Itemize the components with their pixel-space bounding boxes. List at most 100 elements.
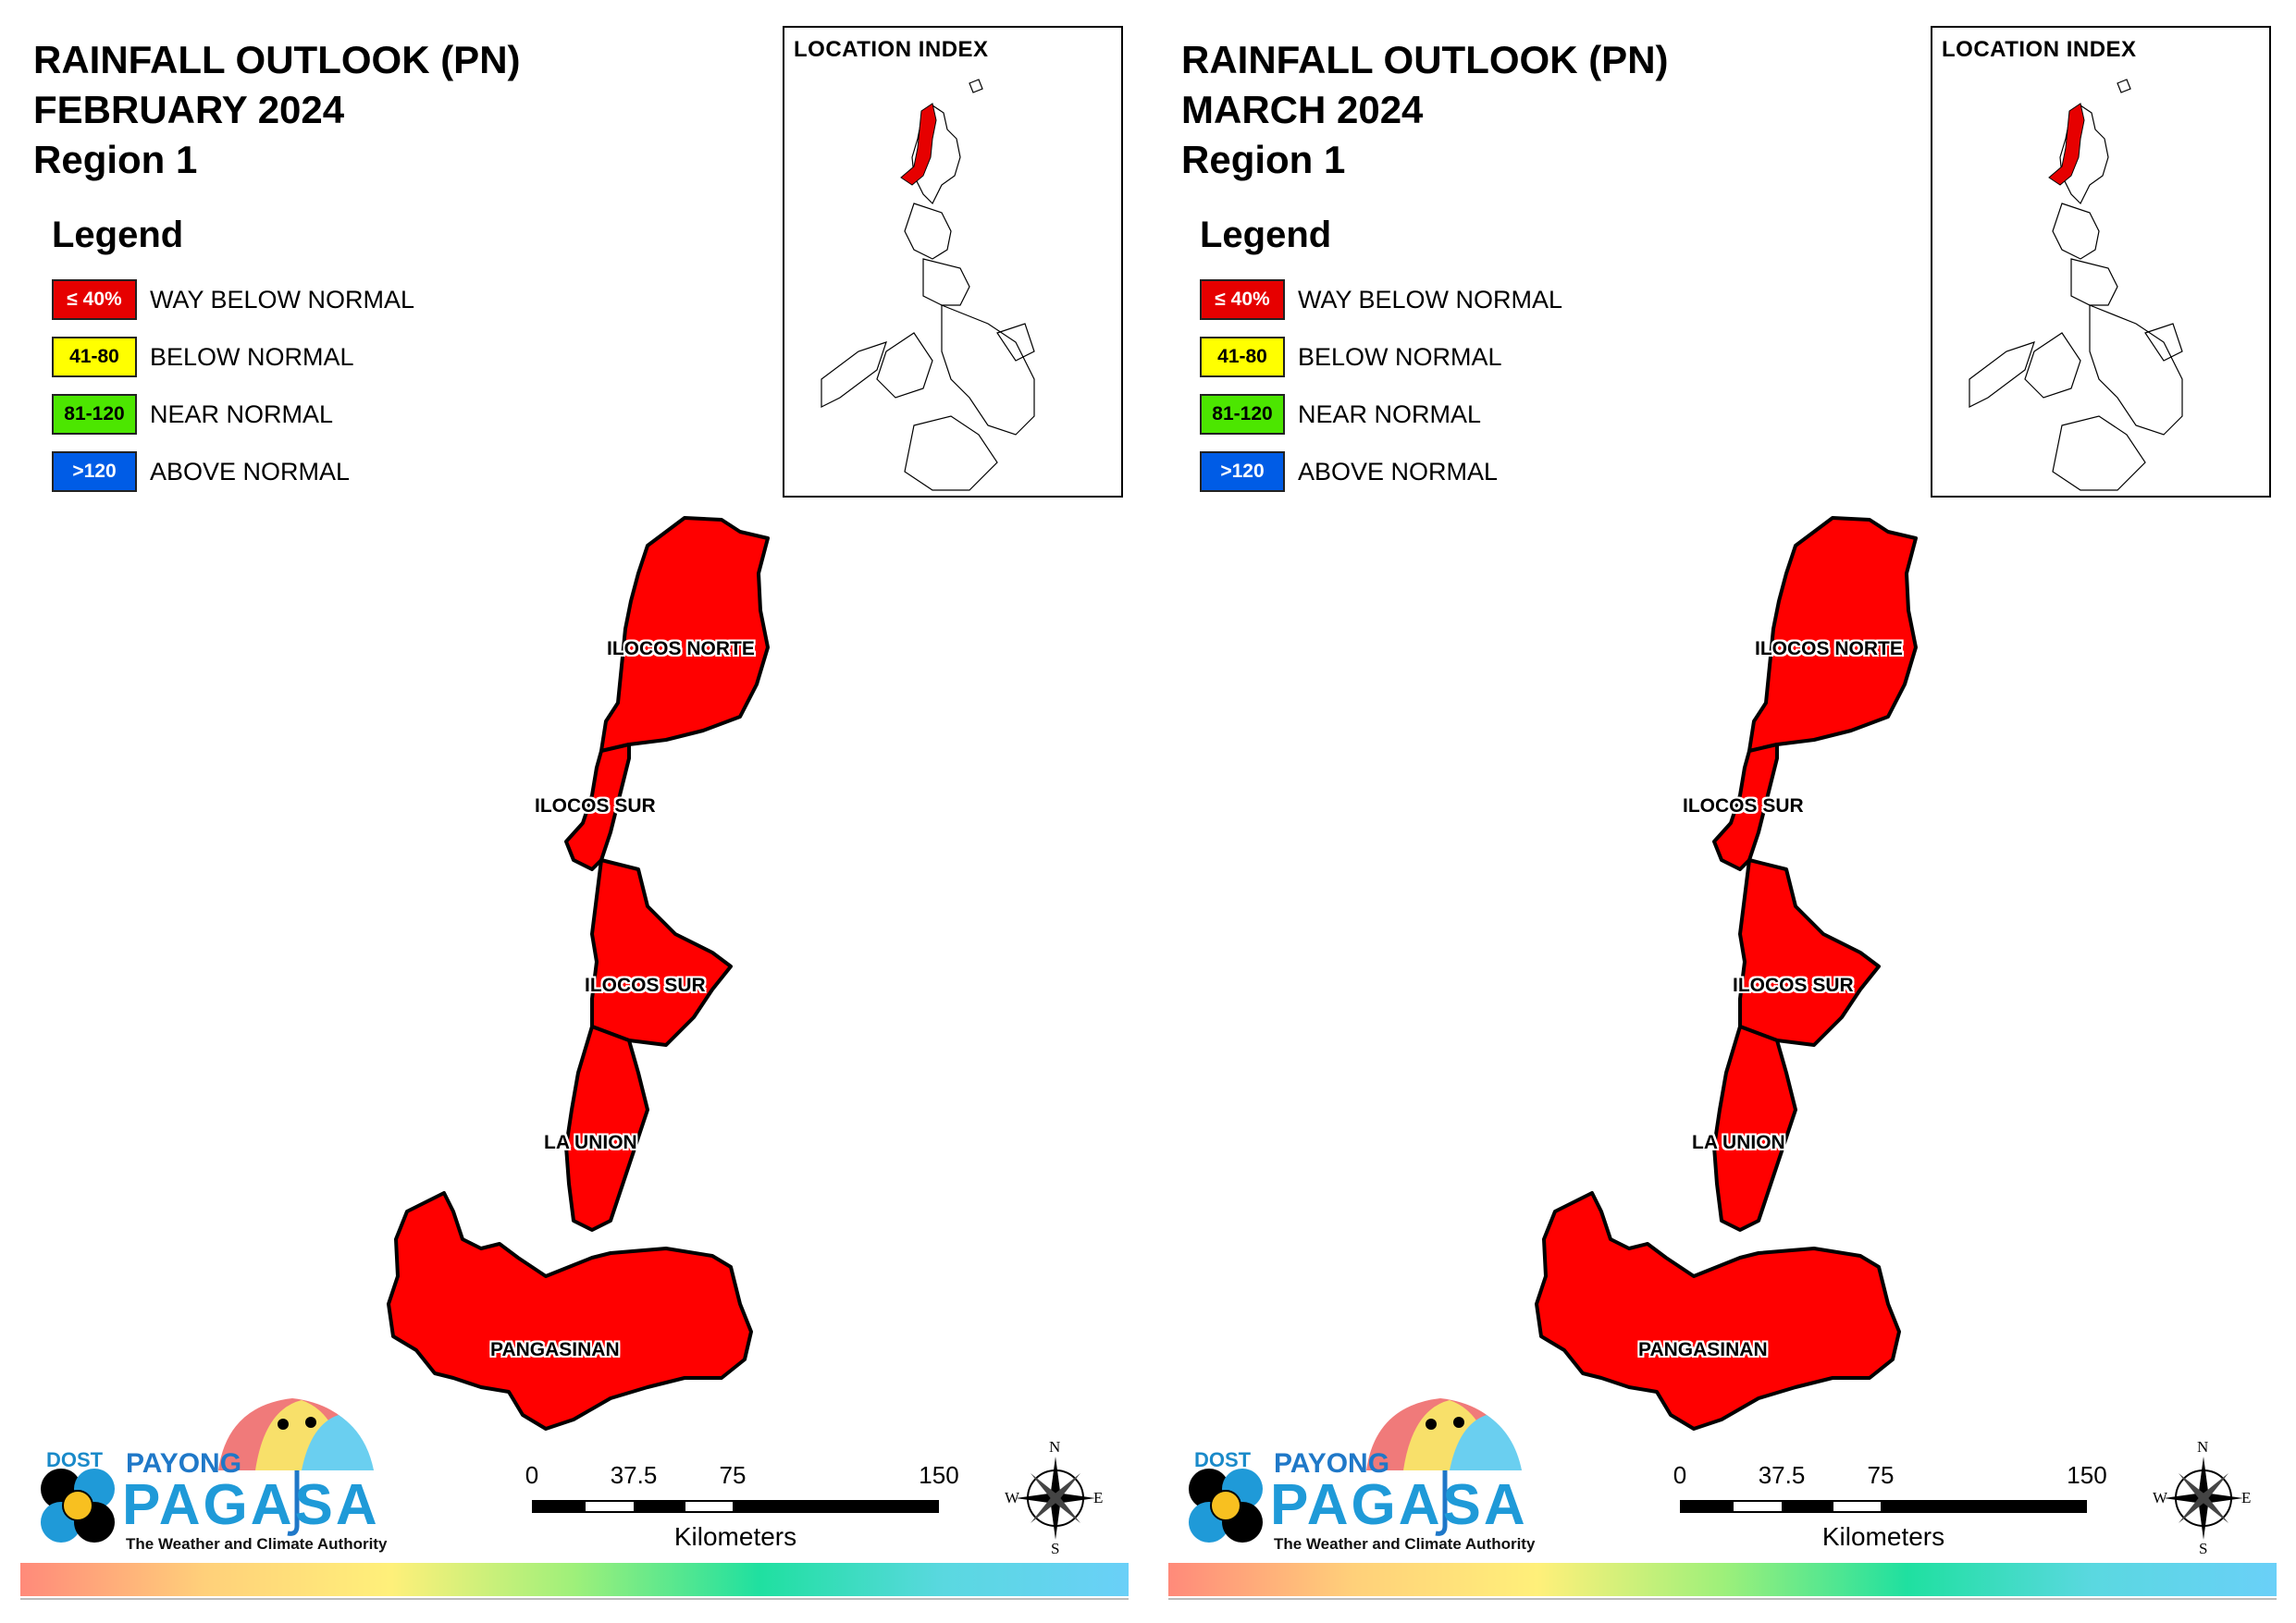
logo-tagline: The Weather and Climate Authority [126, 1535, 388, 1553]
location-index-title: LOCATION INDEX [794, 37, 989, 62]
province-ilocos-sur-south [1738, 858, 1881, 1047]
scale-segment [634, 1500, 685, 1513]
scale-segment [733, 1500, 939, 1513]
legend-item-below-normal: 41-80 BELOW NORMAL [1200, 334, 1562, 380]
logo-dost-text: DOST [1194, 1448, 1252, 1471]
legend-label: ABOVE NORMAL [150, 457, 351, 486]
title-line-2: MARCH 2024 [1181, 88, 1424, 131]
scale-segment [684, 1500, 734, 1513]
scale-bar: 0 37.5 75 150 Kilometers [1673, 1461, 2107, 1554]
legend-label: WAY BELOW NORMAL [1298, 285, 1563, 314]
province-ilocos-sur-north [1712, 743, 1779, 871]
province-label: PANGASINAN [1638, 1339, 1768, 1360]
pagasa-logo: DOST PAYONG PAGASA The Weather and Clima… [33, 1387, 388, 1563]
province-pangasinan [387, 1191, 753, 1431]
scale-tick: 37.5 [1758, 1461, 1806, 1489]
umbrella-icon [1189, 1398, 1522, 1543]
compass-n: N [2197, 1438, 2209, 1456]
province-ilocos-sur-south [590, 858, 733, 1047]
region-1-map [387, 516, 770, 1431]
logo-tagline: The Weather and Climate Authority [1274, 1535, 1536, 1553]
legend-label: NEAR NORMAL [1298, 400, 1482, 428]
logo-pagasa-text: PAGASA [1270, 1473, 1528, 1537]
region-1-map [1535, 516, 1918, 1431]
compass-e: E [2241, 1489, 2252, 1506]
legend: Legend ≤ 40% WAY BELOW NORMAL 41-80 BELO… [1200, 215, 1562, 506]
compass-rose-icon: N S E W [2153, 1438, 2254, 1558]
province-label: ILOCOS SUR [1733, 975, 1854, 996]
province-label: ILOCOS SUR [585, 975, 706, 996]
legend-item-way-below-normal: ≤ 40% WAY BELOW NORMAL [52, 277, 414, 323]
scale-segment [1782, 1500, 1833, 1513]
logo-payong-text: PAYONG [1274, 1448, 1390, 1479]
compass-s: S [2199, 1540, 2208, 1557]
map-title: RAINFALL OUTLOOK (PN) MARCH 2024 Region … [1181, 35, 1669, 185]
province-label: LA UNION [1692, 1132, 1785, 1153]
legend-label: NEAR NORMAL [150, 400, 334, 428]
location-index-inset: LOCATION INDEX [783, 26, 1123, 498]
scale-tick: 37.5 [610, 1461, 658, 1489]
legend-item-below-normal: 41-80 BELOW NORMAL [52, 334, 414, 380]
title-line-3: Region 1 [1181, 138, 1346, 181]
province-label: ILOCOS SUR [1683, 795, 1804, 817]
legend-item-above-normal: >120 ABOVE NORMAL [1200, 449, 1562, 495]
province-label: ILOCOS NORTE [1755, 638, 1903, 659]
scale-segment [1832, 1500, 1882, 1513]
legend-label: BELOW NORMAL [150, 342, 354, 371]
pagasa-logo: DOST PAYONG PAGASA The Weather and Clima… [1181, 1387, 1536, 1563]
scale-unit: Kilometers [1821, 1522, 1945, 1551]
compass-w: W [1005, 1489, 1020, 1506]
location-index-title: LOCATION INDEX [1942, 37, 2137, 62]
map-title: RAINFALL OUTLOOK (PN) FEBRUARY 2024 Regi… [33, 35, 521, 185]
title-line-1: RAINFALL OUTLOOK (PN) [33, 38, 521, 81]
map-panel-march: RAINFALL OUTLOOK (PN) MARCH 2024 Region … [1148, 0, 2296, 1623]
legend: Legend ≤ 40% WAY BELOW NORMAL 41-80 BELO… [52, 215, 414, 506]
scale-tick: 0 [1673, 1461, 1687, 1489]
legend-swatch: 41-80 [52, 337, 137, 377]
footer-gradient-bar [1168, 1563, 2277, 1596]
legend-swatch: ≤ 40% [1200, 279, 1285, 320]
compass-w: W [2153, 1489, 2168, 1506]
legend-item-way-below-normal: ≤ 40% WAY BELOW NORMAL [1200, 277, 1562, 323]
province-la-union [1712, 1025, 1797, 1232]
legend-swatch: >120 [1200, 451, 1285, 492]
footer-gradient-bar [20, 1563, 1129, 1596]
compass-e: E [1093, 1489, 1104, 1506]
scale-segment [532, 1500, 586, 1513]
location-index-inset: LOCATION INDEX [1931, 26, 2271, 498]
legend-label: ABOVE NORMAL [1298, 457, 1499, 486]
title-line-1: RAINFALL OUTLOOK (PN) [1181, 38, 1669, 81]
province-label: ILOCOS NORTE [607, 638, 755, 659]
scale-tick: 150 [919, 1461, 959, 1489]
legend-swatch: 81-120 [1200, 394, 1285, 435]
scale-segment [1732, 1500, 1784, 1513]
province-label: LA UNION [544, 1132, 637, 1153]
legend-label: BELOW NORMAL [1298, 342, 1502, 371]
scale-tick: 150 [2067, 1461, 2107, 1489]
scale-segment [1680, 1500, 1734, 1513]
legend-item-near-normal: 81-120 NEAR NORMAL [52, 391, 414, 437]
legend-swatch: 81-120 [52, 394, 137, 435]
footer-line [1168, 1598, 2277, 1600]
map-panel-february: RAINFALL OUTLOOK (PN) FEBRUARY 2024 Regi… [20, 26, 1129, 1600]
scale-segment [1881, 1500, 2087, 1513]
province-ilocos-norte [1747, 516, 1918, 753]
scale-bar: 0 37.5 75 150 Kilometers [525, 1461, 959, 1554]
legend-swatch: >120 [52, 451, 137, 492]
compass-rose-icon: N S E W [1005, 1438, 1106, 1558]
title-line-2: FEBRUARY 2024 [33, 88, 345, 131]
scale-tick: 75 [719, 1461, 747, 1489]
compass-s: S [1051, 1540, 1060, 1557]
logo-payong-text: PAYONG [126, 1448, 242, 1479]
logo-dost-text: DOST [46, 1448, 104, 1471]
scale-tick: 75 [1867, 1461, 1895, 1489]
compass-n: N [1049, 1438, 1061, 1456]
legend-item-near-normal: 81-120 NEAR NORMAL [1200, 391, 1562, 437]
province-label: PANGASINAN [490, 1339, 620, 1360]
scale-tick: 0 [525, 1461, 539, 1489]
scale-segment [584, 1500, 636, 1513]
province-label: ILOCOS SUR [535, 795, 656, 817]
province-pangasinan [1535, 1191, 1901, 1431]
philippines-locator-map [821, 79, 1035, 491]
legend-item-above-normal: >120 ABOVE NORMAL [52, 449, 414, 495]
